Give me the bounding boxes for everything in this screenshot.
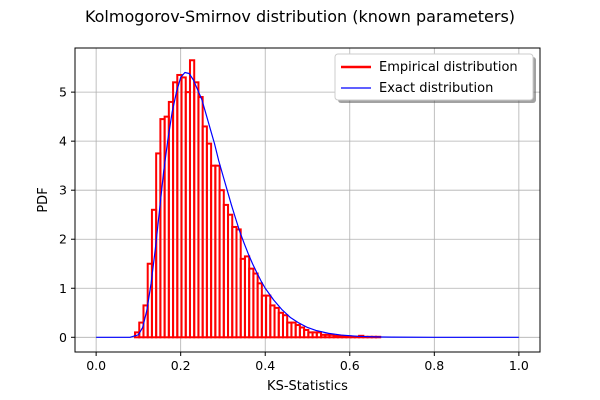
x-axis: 0.0 0.2 0.4 0.6 0.8 1.0 <box>86 352 529 373</box>
axes-frame <box>74 47 541 353</box>
legend-label-empirical: Empirical distribution <box>379 60 518 75</box>
legend-label-exact: Exact distribution <box>379 81 493 96</box>
y-tick-label: 5 <box>59 85 67 100</box>
x-tick-label: 0.0 <box>86 358 106 373</box>
legend-box <box>334 53 534 101</box>
chart-title: Kolmogorov-Smirnov distribution (known p… <box>85 7 515 26</box>
y-tick-label: 1 <box>59 281 67 296</box>
y-tick-label: 4 <box>59 134 67 149</box>
y-tick-label: 3 <box>59 183 67 198</box>
plot-area <box>96 59 519 339</box>
y-tick-label: 0 <box>59 330 67 345</box>
legend: Empirical distribution Exact distributio… <box>334 53 536 103</box>
x-tick-label: 0.8 <box>424 358 444 373</box>
x-tick-label: 0.6 <box>340 358 360 373</box>
x-tick-label: 0.2 <box>171 358 191 373</box>
exact-distribution-line <box>96 71 519 338</box>
x-tick-label: 0.4 <box>255 358 275 373</box>
x-axis-label: KS-Statistics <box>267 379 348 394</box>
x-tick-label: 1.0 <box>509 358 529 373</box>
y-axis-label: PDF <box>36 187 51 212</box>
y-axis: 0 1 2 3 4 5 <box>59 85 75 345</box>
y-tick-label: 2 <box>59 232 67 247</box>
